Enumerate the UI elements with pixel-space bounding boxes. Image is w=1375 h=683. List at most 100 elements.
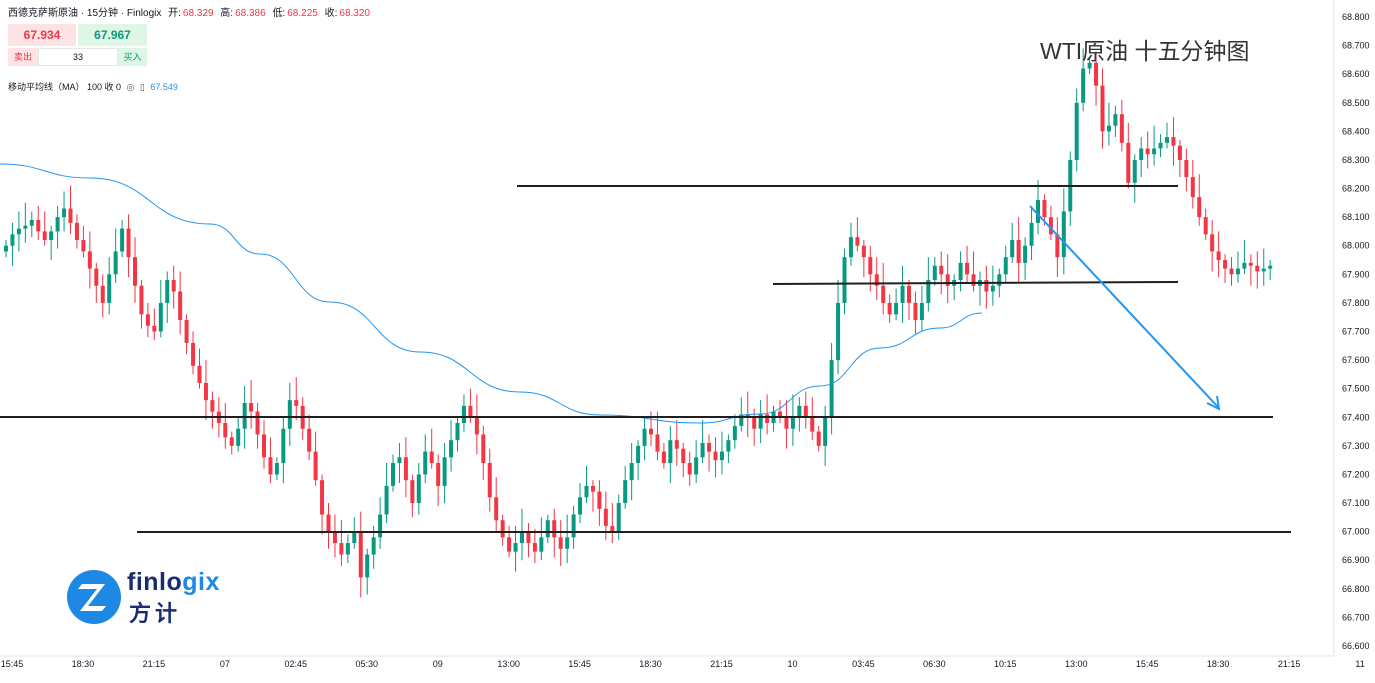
close-label: 收:: [324, 8, 338, 19]
candle-body: [1152, 148, 1157, 155]
candle-body: [461, 405, 466, 423]
candle-body: [178, 291, 183, 321]
candle-body: [526, 531, 531, 544]
candle-body: [603, 508, 608, 526]
candle-body: [687, 463, 692, 475]
candle-body: [10, 234, 15, 246]
candle-body: [416, 474, 421, 504]
buy-price-button[interactable]: 67.967: [78, 24, 147, 46]
candle-body: [410, 480, 415, 504]
candle-body: [1158, 142, 1163, 149]
price-tick-label: 67.000: [1342, 527, 1370, 537]
candle-body: [674, 440, 679, 449]
candle-body: [958, 262, 963, 281]
candle-body: [965, 262, 970, 275]
ma-value: 67.549: [150, 82, 178, 92]
candle-body: [1197, 197, 1202, 218]
finlogix-logo: finlogix 方计: [67, 568, 237, 626]
low-label: 低:: [272, 8, 286, 19]
drawn-levels[interactable]: [0, 185, 1291, 533]
candle-body: [945, 274, 950, 286]
candle-body: [352, 531, 357, 544]
candle-body: [887, 302, 892, 315]
candle-body: [262, 434, 266, 458]
candle-body: [1177, 145, 1182, 160]
price-tick-label: 67.800: [1342, 298, 1370, 308]
time-axis[interactable]: 15:45 18:30 21:15 07 02:45 05:30 09 13:00 15:45 1…: [1, 659, 1365, 669]
candle-body: [1190, 177, 1195, 198]
candle-body: [474, 417, 479, 435]
candle-body: [616, 503, 621, 532]
candle-body: [539, 537, 544, 552]
candle-body: [145, 314, 150, 326]
candle-body: [1184, 159, 1189, 178]
buy-button[interactable]: 买入: [118, 48, 147, 66]
candle-body: [739, 414, 744, 426]
time-tick-label: 18:30: [1207, 659, 1230, 669]
candle-body: [610, 525, 615, 532]
candle-body: [1126, 142, 1131, 183]
candle-body: [55, 217, 60, 232]
chart-header: 西德克萨斯原油 · 15分钟 · Finlogix 开: 68.329 高: 68.…: [8, 4, 370, 19]
candle-body: [810, 417, 815, 432]
candle-body: [423, 451, 428, 475]
candle-body: [565, 537, 570, 549]
candle-body: [133, 257, 137, 286]
time-tick-label: 18:30: [639, 659, 662, 669]
trash-icon[interactable]: ▯: [139, 82, 145, 92]
candle-body: [1139, 148, 1144, 160]
candle-body: [1268, 265, 1273, 269]
price-tick-label: 68.800: [1342, 12, 1370, 22]
time-tick-label: 06:30: [923, 659, 946, 669]
candle-body: [745, 414, 750, 418]
candle-body: [1113, 114, 1118, 126]
close-value: 68.320: [339, 8, 370, 19]
candle-body: [1235, 268, 1240, 275]
price-tick-label: 68.600: [1342, 69, 1370, 79]
candle-body: [932, 265, 937, 281]
time-tick-label: 05:30: [355, 659, 378, 669]
price-tick-label: 66.900: [1342, 555, 1370, 565]
candle-body: [74, 222, 79, 241]
candle-body: [661, 451, 666, 464]
candle-body: [16, 228, 21, 235]
price-tick-label: 67.900: [1342, 269, 1370, 279]
candle-body: [842, 257, 847, 303]
logo-chinese-name: 方计: [129, 601, 182, 626]
candle-body: [590, 485, 595, 492]
forecast-arrow[interactable]: [1029, 205, 1221, 411]
price-axis[interactable]: 68.800 68.700 68.600 68.500 68.400 68.300 68.2…: [1342, 12, 1370, 651]
candle-body: [210, 400, 215, 412]
price-tick-label: 66.600: [1342, 641, 1370, 651]
candle-body: [926, 280, 931, 303]
candle-body: [971, 274, 976, 286]
candle-body: [1145, 148, 1150, 155]
candle-body: [468, 405, 473, 418]
candle-body: [784, 417, 789, 429]
candle-body: [1100, 85, 1105, 132]
candle-body: [223, 422, 228, 438]
candle-body: [487, 463, 492, 498]
candle-body: [1029, 222, 1034, 246]
candle-body: [532, 543, 537, 552]
candle-body: [242, 402, 247, 429]
time-tick-label: 21:15: [1278, 659, 1301, 669]
low-value: 68.225: [287, 8, 318, 19]
candle-body: [1223, 260, 1228, 269]
time-tick-label: 02:45: [285, 659, 308, 669]
spread-value: 33: [38, 48, 118, 66]
candle-body: [152, 325, 157, 332]
candle-body: [694, 457, 699, 475]
candle-body: [1242, 262, 1247, 269]
candle-body: [758, 414, 763, 429]
ma-legend: 移动平均线（MA） 100 收 0 ◎ ▯ 67.549: [8, 80, 178, 93]
time-tick-label: 10: [787, 659, 797, 669]
candle-body: [384, 485, 389, 515]
sell-price-button[interactable]: 67.934: [8, 24, 76, 46]
candle-body: [249, 402, 254, 412]
eye-icon[interactable]: ◎: [126, 82, 135, 92]
support-line-upper[interactable]: [772, 281, 1179, 285]
sell-button[interactable]: 卖出: [8, 48, 38, 66]
